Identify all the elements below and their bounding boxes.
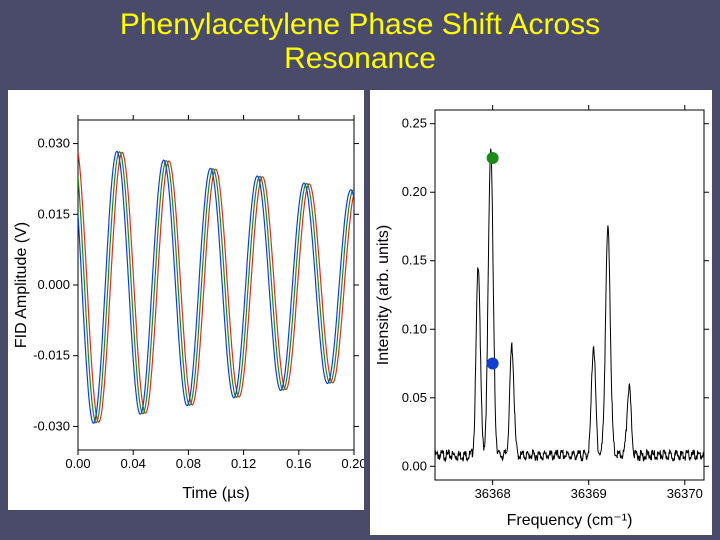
title-line-1: Phenylacetylene Phase Shift Across <box>120 8 600 41</box>
svg-text:0.00: 0.00 <box>402 458 427 473</box>
spectrum-svg: 0.00 0.05 0.10 0.15 0.20 0.25 36368 36369 36370 F… <box>370 90 712 535</box>
svg-text:0.16: 0.16 <box>286 456 311 471</box>
svg-text:-0.015: -0.015 <box>33 348 70 363</box>
svg-text:FID Amplitude (V): FID Amplitude (V) <box>13 222 30 348</box>
svg-text:0.00: 0.00 <box>65 456 90 471</box>
svg-text:0.015: 0.015 <box>37 206 70 221</box>
fid-time-chart: -0.030 -0.015 0.000 0.015 0.030 0.00 0.04 0.08 0… <box>8 90 364 510</box>
svg-text:36368: 36368 <box>475 486 511 501</box>
page-title: Phenylacetylene Phase Shift Across Reson… <box>0 0 720 80</box>
svg-text:36369: 36369 <box>571 486 607 501</box>
fid-time-svg: -0.030 -0.015 0.000 0.015 0.030 0.00 0.04 0.08 0… <box>8 90 364 510</box>
svg-text:0.000: 0.000 <box>37 277 70 292</box>
svg-text:Time (µs): Time (µs) <box>182 485 249 502</box>
title-line-2: Resonance <box>284 42 436 75</box>
svg-text:0.20: 0.20 <box>402 184 427 199</box>
charts-row: -0.030 -0.015 0.000 0.015 0.030 0.00 0.04 0.08 0… <box>0 80 720 535</box>
svg-text:0.08: 0.08 <box>176 456 201 471</box>
svg-text:36370: 36370 <box>667 486 703 501</box>
svg-text:Frequency (cm⁻¹): Frequency (cm⁻¹) <box>507 512 633 529</box>
svg-text:0.12: 0.12 <box>231 456 256 471</box>
svg-text:0.05: 0.05 <box>402 390 427 405</box>
svg-text:0.10: 0.10 <box>402 321 427 336</box>
svg-text:Intensity (arb. units): Intensity (arb. units) <box>375 225 392 366</box>
svg-text:0.20: 0.20 <box>341 456 364 471</box>
spectrum-chart: 0.00 0.05 0.10 0.15 0.20 0.25 36368 36369 36370 F… <box>370 90 712 535</box>
svg-text:0.04: 0.04 <box>121 456 146 471</box>
svg-text:0.25: 0.25 <box>402 116 427 131</box>
svg-text:0.15: 0.15 <box>402 253 427 268</box>
svg-text:-0.030: -0.030 <box>33 418 70 433</box>
svg-text:0.030: 0.030 <box>37 136 70 151</box>
